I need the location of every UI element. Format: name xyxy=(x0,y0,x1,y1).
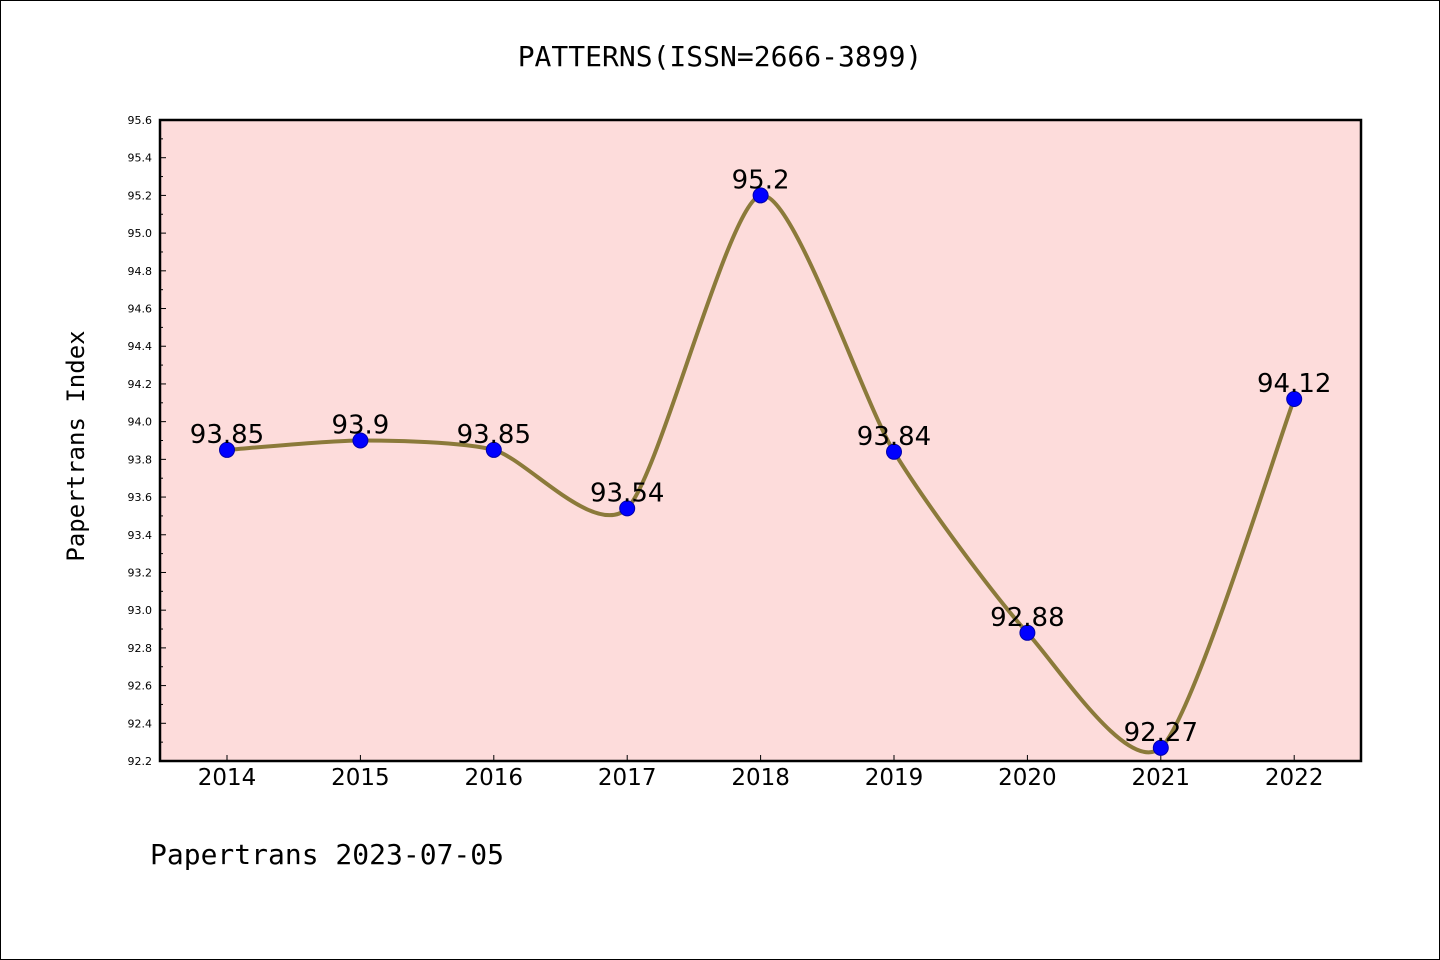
y-axis: 92.2 92.4 92.6 92.8 93.0 93.2 93.4 93.6 93.8 94.0… xyxy=(128,114,166,768)
y-tick-label: 92.2 xyxy=(128,755,153,768)
data-point xyxy=(1152,739,1169,756)
data-label: 93.84 xyxy=(857,422,931,452)
y-tick-label: 92.8 xyxy=(128,642,153,655)
y-tick-label: 93.2 xyxy=(128,566,153,579)
data-labels: 93.85 93.9 93.85 93.54 95.2 93.84 92.88 92.27 94… xyxy=(190,165,1332,747)
data-point xyxy=(1286,391,1303,408)
x-tick-label: 2015 xyxy=(331,765,390,791)
y-tick-label: 95.2 xyxy=(128,189,153,202)
x-tick-label: 2017 xyxy=(598,765,657,791)
x-tick-label: 2016 xyxy=(465,765,524,791)
chart-title: PATTERNS(ISSN=2666-3899) xyxy=(518,40,923,73)
data-label: 93.54 xyxy=(590,478,664,508)
y-tick-label: 94.6 xyxy=(128,303,153,316)
data-point xyxy=(1019,624,1036,641)
y-tick-label: 95.4 xyxy=(128,152,153,165)
data-label: 92.88 xyxy=(990,603,1064,633)
y-axis-label: Papertrans Index xyxy=(62,330,90,561)
data-label: 93.85 xyxy=(190,420,264,450)
data-label: 95.2 xyxy=(732,165,790,195)
x-axis: 2014 2015 2016 2017 2018 2019 2020 2021 2022 xyxy=(198,755,1324,791)
data-point xyxy=(886,443,902,460)
y-tick-label: 92.6 xyxy=(128,680,153,693)
data-label: 93.85 xyxy=(457,420,531,450)
x-tick-label: 2021 xyxy=(1132,765,1191,791)
y-tick-label: 94.4 xyxy=(128,340,153,353)
x-tick-label: 2020 xyxy=(998,765,1057,791)
x-tick-label: 2019 xyxy=(865,765,924,791)
y-tick-label: 94.2 xyxy=(128,378,153,391)
y-tick-label: 93.0 xyxy=(128,604,153,617)
data-point xyxy=(752,187,769,204)
data-point xyxy=(219,441,235,458)
data-point xyxy=(352,432,369,449)
data-label: 94.12 xyxy=(1257,369,1331,399)
y-tick-label: 95.0 xyxy=(128,227,153,240)
y-tick-label: 95.6 xyxy=(128,114,153,127)
footer-text: Papertrans 2023-07-05 xyxy=(150,838,504,871)
x-tick-label: 2022 xyxy=(1265,765,1324,791)
y-tick-label: 93.6 xyxy=(128,491,153,504)
data-label: 93.9 xyxy=(331,411,389,441)
data-label: 92.27 xyxy=(1124,718,1198,748)
x-tick-label: 2014 xyxy=(198,765,257,791)
y-tick-label: 92.4 xyxy=(128,717,153,730)
y-tick-label: 94.8 xyxy=(128,265,153,278)
y-tick-label: 93.4 xyxy=(128,529,153,542)
x-tick-label: 2018 xyxy=(731,765,790,791)
data-point xyxy=(619,500,636,517)
data-point xyxy=(485,441,502,458)
y-tick-label: 94.0 xyxy=(128,416,153,429)
y-tick-label: 93.8 xyxy=(128,453,153,466)
series-markers xyxy=(219,187,1303,756)
